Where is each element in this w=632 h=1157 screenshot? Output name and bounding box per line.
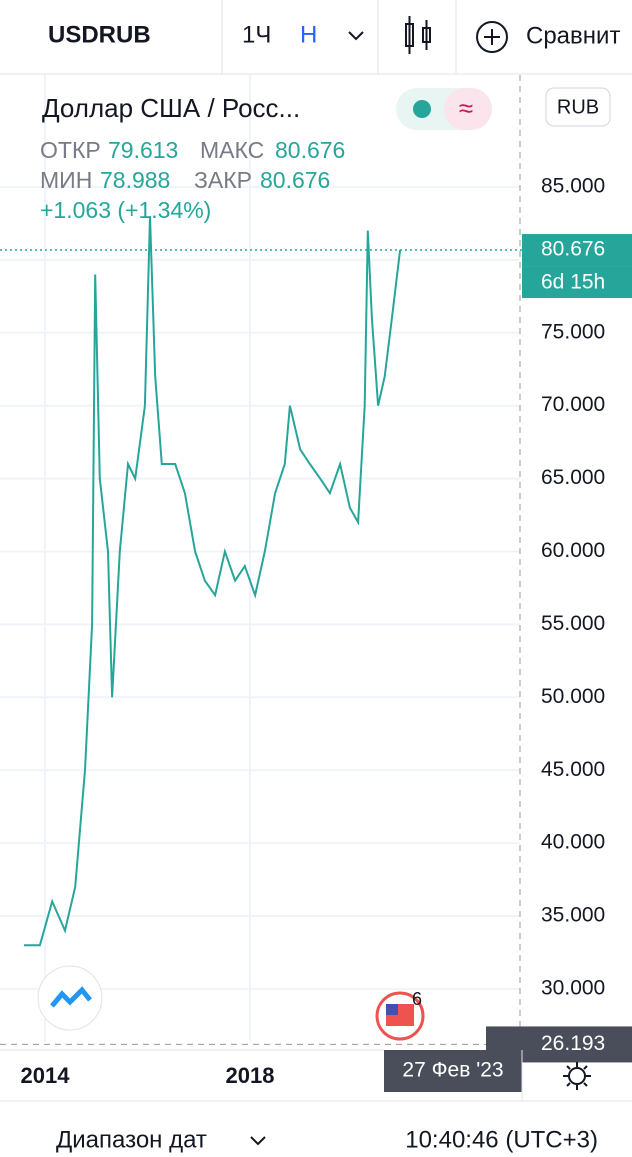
- low-label: МИН: [40, 167, 92, 193]
- crosshair-date-box: [384, 1050, 522, 1092]
- chart-style[interactable]: Н: [300, 21, 317, 48]
- last-price-label: 80.676: [541, 238, 605, 261]
- candles-icon[interactable]: [405, 16, 431, 54]
- market-status: [413, 100, 431, 118]
- logo: [50, 986, 92, 1008]
- date-range[interactable]: Диапазон дат: [56, 1126, 207, 1153]
- y-tick-label: 85.000: [541, 175, 605, 198]
- y-tick-label: 55.000: [541, 612, 605, 635]
- countdown-box: [522, 266, 632, 299]
- close-value: 80.676: [260, 167, 330, 193]
- compare[interactable]: Сравнит: [526, 22, 620, 49]
- currency-button[interactable]: [545, 87, 611, 127]
- countdown: 6d 15h: [541, 271, 605, 294]
- close-label: ЗАКР: [194, 167, 252, 193]
- y-tick-label: 60.000: [541, 539, 605, 562]
- clock[interactable]: 10:40:46 (UTC+3): [405, 1126, 598, 1153]
- last-price-box: [522, 234, 632, 267]
- price-line: [24, 216, 402, 947]
- crosshair-date: 27 Фев '23: [402, 1059, 503, 1082]
- y-tick-label: 40.000: [541, 831, 605, 854]
- event-count: 6: [412, 989, 422, 1009]
- currency: RUB: [557, 96, 599, 118]
- y-tick-label: 70.000: [541, 393, 605, 416]
- interval[interactable]: 1Ч: [242, 21, 271, 48]
- toolbar: [0, 0, 632, 74]
- crosshair-price: 26.193: [541, 1032, 605, 1055]
- high-value: 80.676: [275, 137, 345, 163]
- y-tick-label: 45.000: [541, 758, 605, 781]
- x-tick-label: 2018: [225, 1063, 274, 1088]
- add-icon[interactable]: [476, 21, 508, 53]
- dropdown-icon: [250, 1136, 266, 1146]
- flag: [386, 1004, 398, 1015]
- logo-button[interactable]: [37, 965, 103, 1031]
- x-tick-label: 2014: [21, 1063, 71, 1088]
- y-tick-label: 35.000: [541, 904, 605, 927]
- symbol[interactable]: USDRUB: [48, 21, 151, 48]
- open-label: ОТКР: [40, 137, 101, 163]
- open-value: 79.613: [108, 137, 178, 163]
- y-tick-label: 65.000: [541, 466, 605, 489]
- high-label: МАКС: [200, 137, 264, 163]
- status-pill: [444, 88, 492, 130]
- y-tick-label: 30.000: [541, 976, 605, 999]
- legend-title: Доллар США / Росс...: [42, 93, 300, 123]
- change: +1.063 (+1.34%): [40, 197, 211, 223]
- dropdown-icon[interactable]: [348, 31, 364, 41]
- data-status: ≈: [459, 93, 473, 123]
- y-tick-label: 50.000: [541, 685, 605, 708]
- settings-icon[interactable]: [563, 1062, 591, 1090]
- add-icon: [484, 29, 500, 45]
- y-tick-label: 75.000: [541, 320, 605, 343]
- low-value: 78.988: [100, 167, 170, 193]
